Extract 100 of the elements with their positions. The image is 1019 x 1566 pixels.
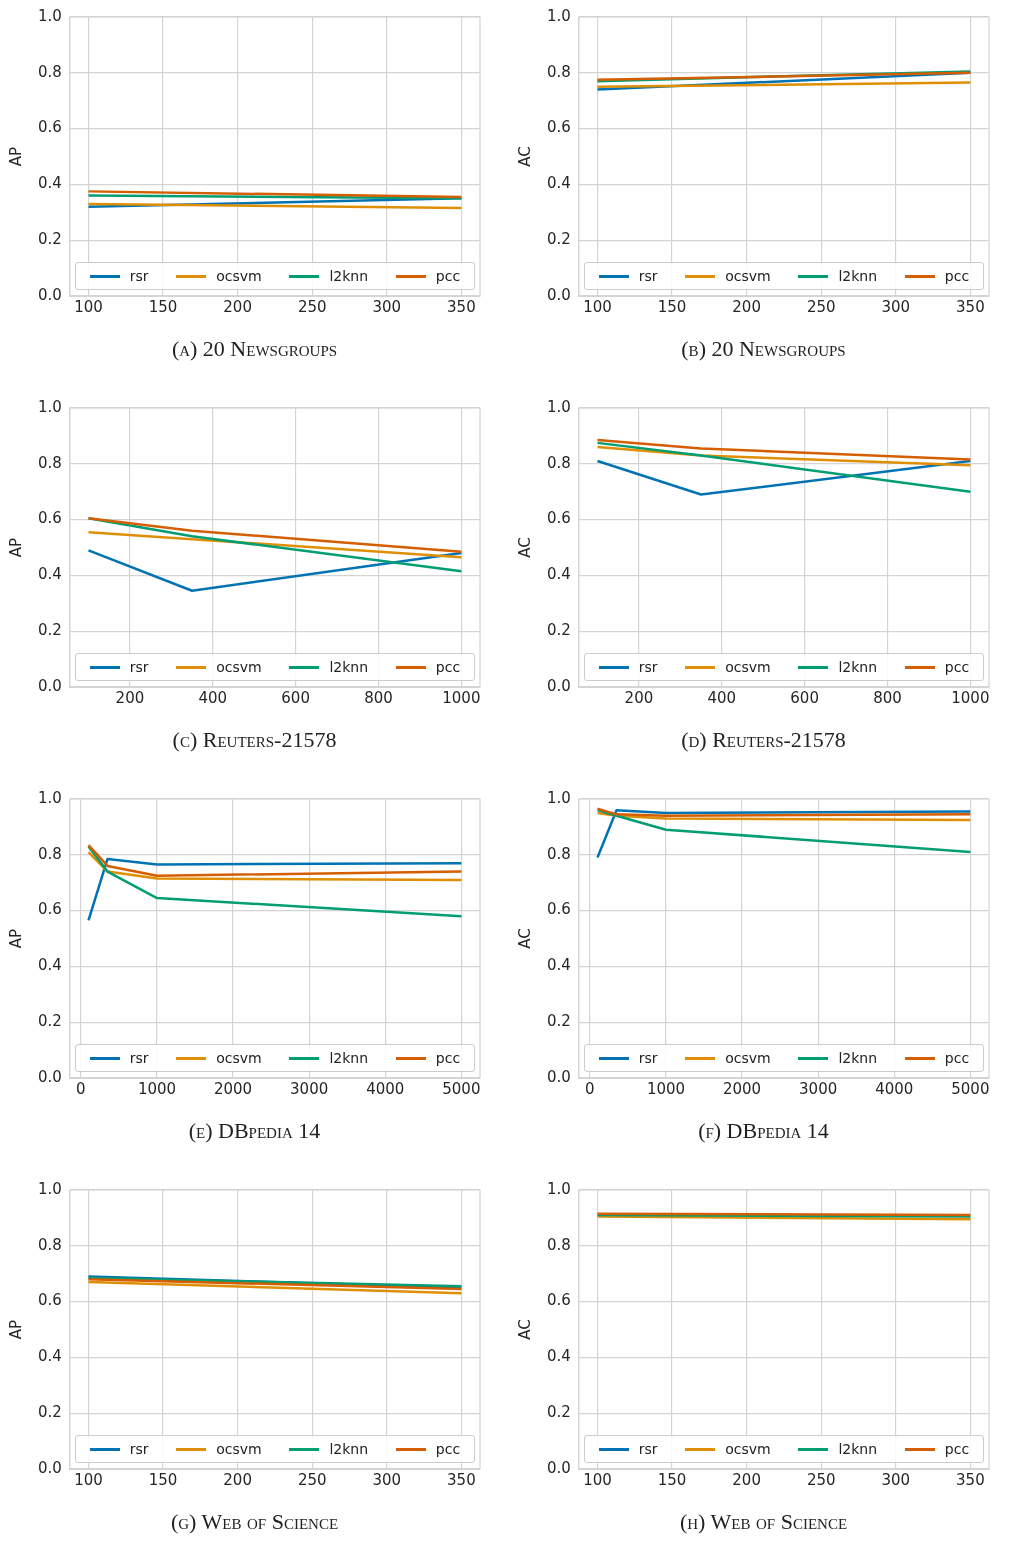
legend-label: l2knn [329,268,369,284]
y-tick-label: 0.8 [547,844,571,863]
x-tick-label: 200 [223,297,252,316]
y-tick-label: 0.8 [547,1235,571,1254]
legend-label: pcc [944,1050,970,1066]
y-tick-label: 0.2 [38,1012,62,1031]
y-tick-label: 0.4 [38,174,62,193]
y-axis-title: AP [6,146,25,167]
legend-label: rsr [638,1050,658,1066]
legend-label: pcc [944,659,970,675]
y-tick-label: 0.6 [38,509,62,528]
x-tick-label: 800 [364,688,393,707]
y-tick-label: 0.0 [38,1067,62,1086]
legend-label: ocsvm [725,1441,771,1457]
legend-label: l2knn [838,659,878,675]
y-tick-label: 0.2 [547,1403,571,1422]
legend-label: l2knn [329,1050,369,1066]
legend-label: rsr [129,659,149,675]
legend-label: rsr [129,1441,149,1457]
x-tick-label: 5000 [442,1079,481,1098]
x-tick-label: 200 [624,688,654,707]
legend-label: pcc [435,268,461,284]
y-axis-title: AP [6,1319,25,1340]
x-tick-label: 2000 [722,1079,762,1098]
y-tick-label: 0.2 [547,621,571,640]
legend-label: rsr [638,268,658,284]
y-tick-label: 0.0 [38,676,62,695]
legend-label: rsr [638,659,658,675]
text: (a) 20 Newsgroups [170,336,339,362]
y-tick-label: 0.8 [547,453,571,472]
legend-label: rsr [638,1441,658,1457]
legend-label: ocsvm [725,659,771,675]
x-tick-label: 5000 [951,1079,990,1098]
y-tick-label: 0.2 [38,230,62,249]
y-axis-title: AC [515,928,534,949]
x-tick-label: 600 [281,688,310,707]
x-tick-label: 250 [297,1470,327,1489]
legend-label: l2knn [838,1050,878,1066]
legend-label: pcc [435,1050,461,1066]
y-tick-label: 0.4 [547,1347,571,1366]
y-axis-title: AP [6,537,25,558]
x-tick-label: 4000 [875,1079,914,1098]
legend-label: ocsvm [216,1441,262,1457]
y-axis-title: AC [515,537,534,558]
x-tick-label: 300 [372,297,402,316]
y-tick-label: 0.0 [38,285,62,304]
x-tick-label: 200 [732,1470,761,1489]
x-tick-label: 350 [447,1470,476,1489]
y-tick-label: 0.8 [38,62,62,81]
legend-label: l2knn [329,659,369,675]
x-tick-label: 1000 [442,688,481,707]
y-tick-label: 0.6 [547,118,571,137]
legend-label: l2knn [838,1441,878,1457]
legend-label: pcc [944,268,970,284]
x-tick-label: 150 [657,1470,687,1489]
legend-label: rsr [129,1050,149,1066]
x-tick-label: 250 [806,1470,836,1489]
x-tick-label: 300 [372,1470,402,1489]
x-tick-label: 600 [790,688,819,707]
y-tick-label: 1.0 [38,397,62,416]
x-tick-label: 350 [447,297,476,316]
x-tick-label: 250 [806,297,836,316]
text: (c) Reuters-21578 [171,727,338,753]
x-tick-label: 200 [732,297,761,316]
y-tick-label: 0.2 [547,1012,571,1031]
y-tick-label: 1.0 [547,788,571,807]
y-tick-label: 0.0 [547,285,571,304]
y-tick-label: 0.0 [547,1458,571,1477]
x-tick-label: 100 [583,1470,612,1489]
y-axis-title: AC [515,146,534,167]
x-tick-label: 150 [148,297,178,316]
x-tick-label: 3000 [290,1079,329,1098]
legend-label: pcc [435,1441,461,1457]
y-tick-label: 0.4 [547,565,571,584]
y-tick-label: 0.4 [38,565,62,584]
y-tick-label: 0.8 [38,844,62,863]
y-tick-label: 1.0 [547,6,571,25]
legend-label: ocsvm [216,659,262,675]
legend-label: pcc [435,659,461,675]
text: (g) Web of Science [169,1509,340,1535]
y-tick-label: 0.6 [38,900,62,919]
y-tick-label: 0.6 [38,1291,62,1310]
y-tick-label: 0.0 [547,1067,571,1086]
y-axis-title: AC [515,1319,534,1340]
y-tick-label: 0.8 [38,1235,62,1254]
x-tick-label: 0 [585,1079,595,1098]
y-tick-label: 1.0 [547,397,571,416]
y-tick-label: 0.4 [547,174,571,193]
text: (e) DBpedia 14 [187,1118,322,1144]
x-tick-label: 250 [297,297,327,316]
legend-label: l2knn [838,268,878,284]
x-tick-label: 300 [881,297,911,316]
x-tick-label: 400 [707,688,737,707]
x-tick-label: 0 [76,1079,86,1098]
y-tick-label: 1.0 [38,788,62,807]
x-tick-label: 100 [74,297,103,316]
y-tick-label: 0.8 [38,453,62,472]
x-tick-label: 300 [881,1470,911,1489]
x-tick-label: 100 [74,1470,103,1489]
legend-label: ocsvm [216,1050,262,1066]
